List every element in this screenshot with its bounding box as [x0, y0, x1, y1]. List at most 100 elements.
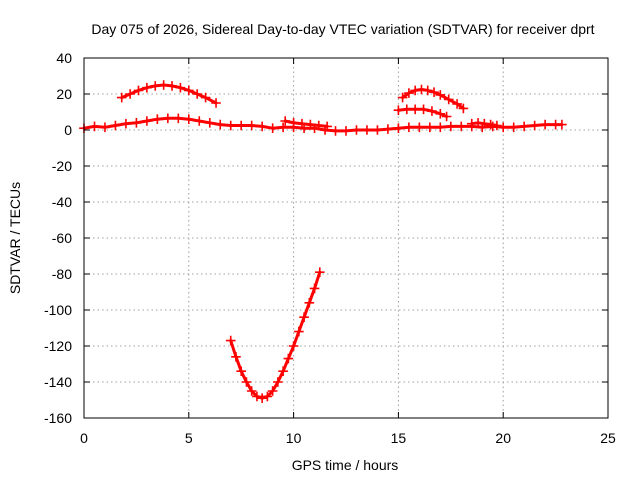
data-point	[267, 386, 278, 396]
data-point	[435, 109, 446, 119]
data-point	[262, 391, 273, 402]
data-point	[362, 125, 372, 135]
data-point	[393, 105, 404, 115]
y-tick-label: -160	[44, 410, 72, 426]
data-point	[452, 99, 462, 109]
y-tick-label: -140	[44, 374, 72, 390]
data-point	[246, 386, 257, 396]
data-point	[158, 80, 169, 90]
data-point	[241, 377, 252, 387]
axis-ticks	[83, 57, 609, 419]
x-tick-label: 20	[495, 430, 511, 446]
data-point	[341, 126, 351, 136]
data-point	[257, 121, 267, 132]
data-point	[273, 377, 283, 387]
y-tick-label: -20	[52, 158, 72, 174]
y-axis-label: SDTVAR / TECUs	[7, 182, 23, 294]
data-point	[557, 119, 567, 130]
data-point	[397, 92, 408, 103]
data-point	[427, 106, 437, 116]
data-point	[100, 122, 110, 133]
data-point	[322, 121, 332, 132]
data-point	[443, 94, 454, 105]
data-point	[152, 114, 163, 124]
data-point	[294, 326, 304, 337]
data-point	[184, 85, 194, 96]
data-point	[288, 341, 299, 351]
data-point	[175, 82, 186, 93]
data-point	[519, 121, 529, 132]
series-line-segment-c	[401, 88, 465, 110]
data-point	[414, 122, 425, 133]
data-point	[529, 120, 540, 131]
tick-labels: 0 5 10 15 20 25 -160 -140 -120 -100 -80 -60 -40 -20 0 2…	[44, 50, 616, 446]
data-point	[498, 122, 508, 133]
data-point	[429, 87, 439, 97]
data-point	[288, 118, 299, 128]
y-tick-label: 20	[56, 86, 72, 102]
data-point	[418, 104, 429, 115]
data-point	[125, 89, 135, 99]
chart-title: Day 075 of 2026, Sidereal Day-to-day VTE…	[91, 21, 594, 37]
data-point	[110, 120, 121, 131]
data-point	[89, 121, 100, 132]
data-point	[410, 104, 420, 115]
data-point	[184, 114, 194, 124]
data-point	[466, 118, 477, 129]
data-point	[492, 120, 502, 131]
data-point	[225, 120, 236, 131]
data-point	[435, 90, 446, 100]
x-tick-label: 0	[80, 430, 88, 446]
data-point	[131, 118, 142, 128]
data-point	[200, 92, 211, 103]
data-point	[383, 124, 393, 134]
data-point	[441, 111, 452, 122]
data-point	[194, 116, 205, 126]
data-point	[236, 366, 246, 376]
data-point	[231, 352, 241, 362]
series-segment-d	[393, 104, 452, 122]
data-point	[456, 121, 467, 132]
x-tick-label: 10	[286, 430, 302, 446]
data-point	[252, 391, 262, 402]
data-point	[305, 119, 316, 130]
x-axis-label: GPS time / hours	[292, 457, 399, 473]
data-point	[416, 84, 427, 95]
y-tick-label: -120	[44, 338, 72, 354]
data-point	[280, 116, 291, 126]
data-point	[297, 118, 307, 129]
x-tick-label: 25	[600, 430, 616, 446]
data-point	[435, 122, 446, 133]
data-point	[309, 283, 320, 294]
data-point	[508, 122, 519, 133]
data-point	[401, 104, 412, 115]
data-point	[330, 126, 341, 136]
data-point	[236, 120, 246, 131]
data-point	[142, 82, 152, 93]
data-point	[278, 366, 288, 376]
data-point	[283, 353, 294, 364]
y-tick-label: 40	[56, 50, 72, 66]
data-point	[278, 122, 288, 133]
grid-lines	[84, 58, 608, 418]
data-point	[267, 123, 278, 133]
data-point	[404, 122, 414, 133]
series-segment-a	[116, 80, 221, 108]
series-segment-e	[466, 118, 502, 131]
y-tick-label: -40	[52, 194, 72, 210]
data-point	[121, 118, 131, 129]
data-point	[410, 85, 420, 96]
series-baseline	[79, 113, 567, 136]
data-point	[351, 125, 362, 135]
data-point	[167, 81, 177, 91]
data-point	[116, 92, 127, 103]
y-tick-label: -80	[52, 266, 72, 282]
data-point	[246, 120, 257, 131]
data-point	[313, 120, 324, 131]
data-point	[142, 116, 152, 126]
series-line-dip	[229, 270, 322, 400]
series-segment-c	[397, 84, 469, 114]
data-point	[404, 88, 414, 98]
